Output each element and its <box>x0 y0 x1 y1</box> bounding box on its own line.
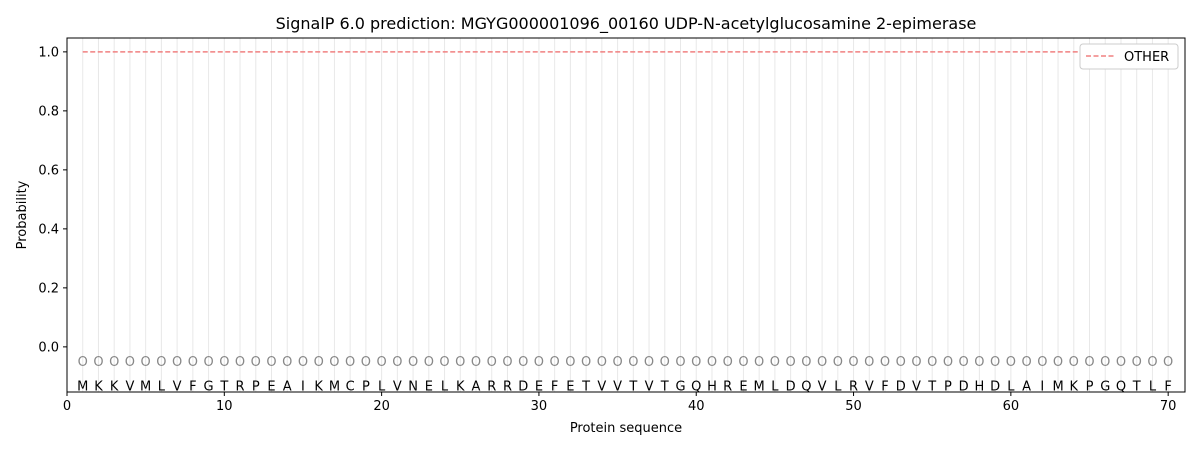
residue-marker: O <box>408 355 418 370</box>
y-tick-label: 0.0 <box>38 340 59 355</box>
residue-marker: O <box>550 355 560 370</box>
residue-marker: O <box>377 355 387 370</box>
residue-marker: O <box>786 355 796 370</box>
x-tick-label: 60 <box>1003 399 1020 414</box>
y-tick-label: 0.8 <box>38 104 59 119</box>
residue-marker: O <box>282 355 292 370</box>
residue-marker: O <box>770 355 780 370</box>
residue-marker: O <box>502 355 512 370</box>
residue-marker: O <box>93 355 103 370</box>
x-tick-label: 40 <box>688 399 705 414</box>
residue-marker: O <box>251 355 261 370</box>
residue-marker: O <box>439 355 449 370</box>
residue-marker: O <box>345 355 355 370</box>
residue-marker: O <box>880 355 890 370</box>
residue-marker: O <box>927 355 937 370</box>
residue-marker: O <box>424 355 434 370</box>
residue-marker: O <box>361 355 371 370</box>
residue-marker: O <box>959 355 969 370</box>
residue-marker: O <box>974 355 984 370</box>
legend: OTHER <box>1079 43 1179 70</box>
y-tick-label: 0.2 <box>38 281 59 296</box>
chart-title: SignalP 6.0 prediction: MGYG000001096_00… <box>276 14 977 34</box>
residue-marker: O <box>314 355 324 370</box>
residue-marker: O <box>188 355 198 370</box>
residue-marker: O <box>172 355 182 370</box>
residue-marker: O <box>817 355 827 370</box>
residue-marker: O <box>1163 355 1173 370</box>
residue-marker: O <box>1132 355 1142 370</box>
residue-marker: O <box>1147 355 1157 370</box>
y-tick-label: 1.0 <box>38 45 59 60</box>
residue-marker: O <box>266 355 276 370</box>
y-axis-label: Probability <box>15 180 30 249</box>
residue-marker: O <box>518 355 528 370</box>
residue-marker: O <box>1037 355 1047 370</box>
residue-marker: O <box>723 355 733 370</box>
residue-marker: O <box>612 355 622 370</box>
residue-marker: O <box>896 355 906 370</box>
residue-marker: O <box>597 355 607 370</box>
residue-marker: O <box>1006 355 1016 370</box>
x-tick-label: 50 <box>845 399 862 414</box>
x-tick-label: 0 <box>63 399 71 414</box>
residue-marker: O <box>628 355 638 370</box>
residue-marker: O <box>644 355 654 370</box>
residue-marker: O <box>738 355 748 370</box>
x-tick-label: 20 <box>373 399 390 414</box>
x-tick-label: 70 <box>1160 399 1177 414</box>
residue-marker: O <box>990 355 1000 370</box>
residue-marker: O <box>707 355 717 370</box>
legend-other-label: OTHER <box>1124 50 1169 65</box>
residue-marker: O <box>660 355 670 370</box>
residue-marker: O <box>219 355 229 370</box>
residue-marker: O <box>848 355 858 370</box>
residue-marker: O <box>911 355 921 370</box>
residue-marker: O <box>141 355 151 370</box>
residue-marker: O <box>298 355 308 370</box>
residue-marker: O <box>471 355 481 370</box>
residue-marker: O <box>581 355 591 370</box>
residue-marker: O <box>1116 355 1126 370</box>
residue-marker: O <box>943 355 953 370</box>
y-tick-label: 0.4 <box>38 222 59 237</box>
residue-marker: O <box>1084 355 1094 370</box>
residue-marker: O <box>109 355 119 370</box>
residue-marker: O <box>1069 355 1079 370</box>
residue-marker: O <box>125 355 135 370</box>
residue-marker: O <box>1021 355 1031 370</box>
residue-marker: O <box>392 355 402 370</box>
residue-marker: O <box>1100 355 1110 370</box>
residue-marker: O <box>754 355 764 370</box>
residue-marker: O <box>534 355 544 370</box>
residue-marker: O <box>203 355 213 370</box>
residue-marker: O <box>1053 355 1063 370</box>
y-tick-label: 0.6 <box>38 163 59 178</box>
x-tick-label: 30 <box>531 399 548 414</box>
residue-marker: O <box>675 355 685 370</box>
residue-marker: O <box>864 355 874 370</box>
residue-marker: O <box>156 355 166 370</box>
x-tick-label: 10 <box>216 399 233 414</box>
residue-marker: O <box>801 355 811 370</box>
plot-frame <box>66 37 1186 393</box>
residue-marker: O <box>235 355 245 370</box>
residue-marker: O <box>487 355 497 370</box>
residue-marker: O <box>455 355 465 370</box>
residue-marker: O <box>329 355 339 370</box>
residue-marker: O <box>691 355 701 370</box>
residue-marker: O <box>833 355 843 370</box>
x-axis-label: Protein sequence <box>570 421 682 436</box>
residue-marker: O <box>78 355 88 370</box>
residue-marker: O <box>565 355 575 370</box>
